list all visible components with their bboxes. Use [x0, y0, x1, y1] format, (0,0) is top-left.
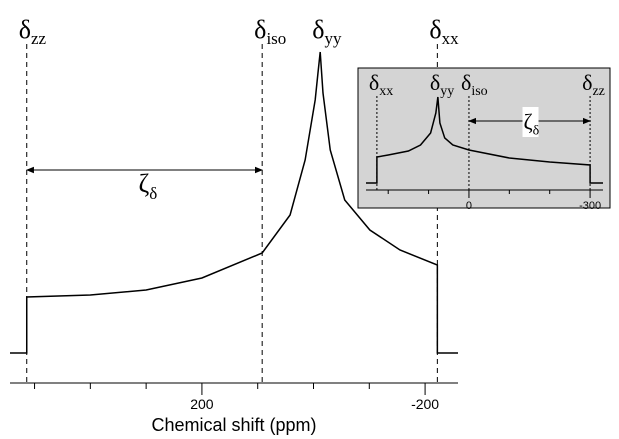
inset-background	[357, 67, 611, 209]
annotation: δyy	[430, 70, 454, 99]
annotation-symbol: δ	[369, 70, 379, 95]
x-tick-label: 0	[466, 200, 472, 212]
x-tick-label: 200	[190, 396, 214, 412]
span-label: ζδ	[138, 169, 157, 203]
annotation: δzz	[19, 15, 47, 48]
annotation: δxx	[369, 70, 393, 99]
annotation-symbol: δ	[430, 70, 440, 95]
span-subscript: δ	[533, 124, 540, 139]
span-symbol: ζ	[138, 169, 149, 198]
annotation-symbol: δ	[312, 15, 324, 44]
annotation-subscript: iso	[266, 29, 286, 48]
annotation: δiso	[461, 70, 488, 99]
annotation: δiso	[254, 15, 286, 48]
x-tick-label: -200	[411, 396, 439, 412]
line-series	[10, 51, 458, 354]
span-label: ζδ	[524, 109, 540, 139]
x-axis-title: Chemical shift (ppm)	[151, 415, 316, 435]
span-symbol: ζ	[524, 109, 533, 134]
x-tick-label: -300	[579, 200, 601, 212]
annotation-subscript: zz	[592, 84, 604, 99]
annotation: δyy	[312, 15, 342, 48]
annotation-symbol: δ	[461, 70, 471, 95]
annotation: δxx	[429, 15, 459, 48]
annotation-subscript: zz	[31, 29, 47, 48]
span-label-background	[522, 107, 539, 137]
annotation-subscript: yy	[324, 29, 342, 48]
annotation-symbol: δ	[429, 15, 441, 44]
annotation: δzz	[582, 70, 605, 99]
span-subscript: δ	[149, 184, 157, 203]
annotation-symbol: δ	[582, 70, 592, 95]
annotation-symbol: δ	[254, 15, 266, 44]
annotation-subscript: yy	[440, 84, 454, 99]
annotation-subscript: xx	[442, 29, 460, 48]
line-series	[366, 96, 603, 184]
annotation-subscript: iso	[471, 84, 487, 99]
annotation-subscript: xx	[379, 84, 393, 99]
annotation-symbol: δ	[19, 15, 31, 44]
